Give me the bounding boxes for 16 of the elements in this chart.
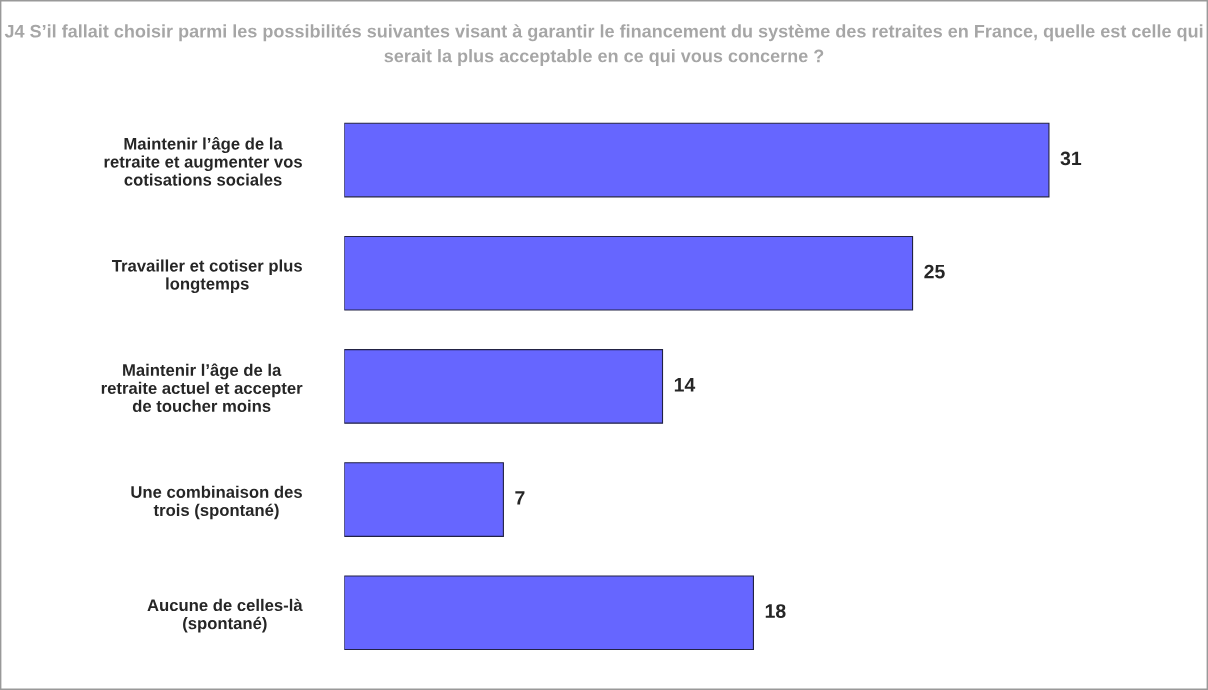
y-tick-label: Travailler et cotiser plus longtemps <box>111 259 302 293</box>
y-tick-label: Aucune de celles-là (spontané) <box>147 598 303 633</box>
data-label: 25 <box>924 264 945 279</box>
data-label: 18 <box>765 604 786 618</box>
bar <box>344 235 914 311</box>
bar <box>344 122 1050 198</box>
bar <box>344 349 664 424</box>
y-tick-label: Une combinaison des trois (spontané) <box>131 485 302 520</box>
y-tick-label: Maintenir l’âge de la retraite et augmenter vos cotisations sociales <box>104 137 302 186</box>
chart-title: J4 S’il fallait choisir parmi les possibilités suivantes visant à garantir le financement du système des retraites en France, quelle est celle qui serait la plus acceptable en ce qui vous concerne ? <box>4 24 1203 66</box>
y-tick-label: Maintenir l’âge de la retraite actuel et accepter de toucher moins <box>101 363 303 412</box>
data-label: 7 <box>515 491 525 505</box>
data-label: 14 <box>674 378 696 392</box>
bar <box>344 575 754 651</box>
data-label: 31 <box>1060 151 1082 166</box>
bar <box>344 462 504 537</box>
